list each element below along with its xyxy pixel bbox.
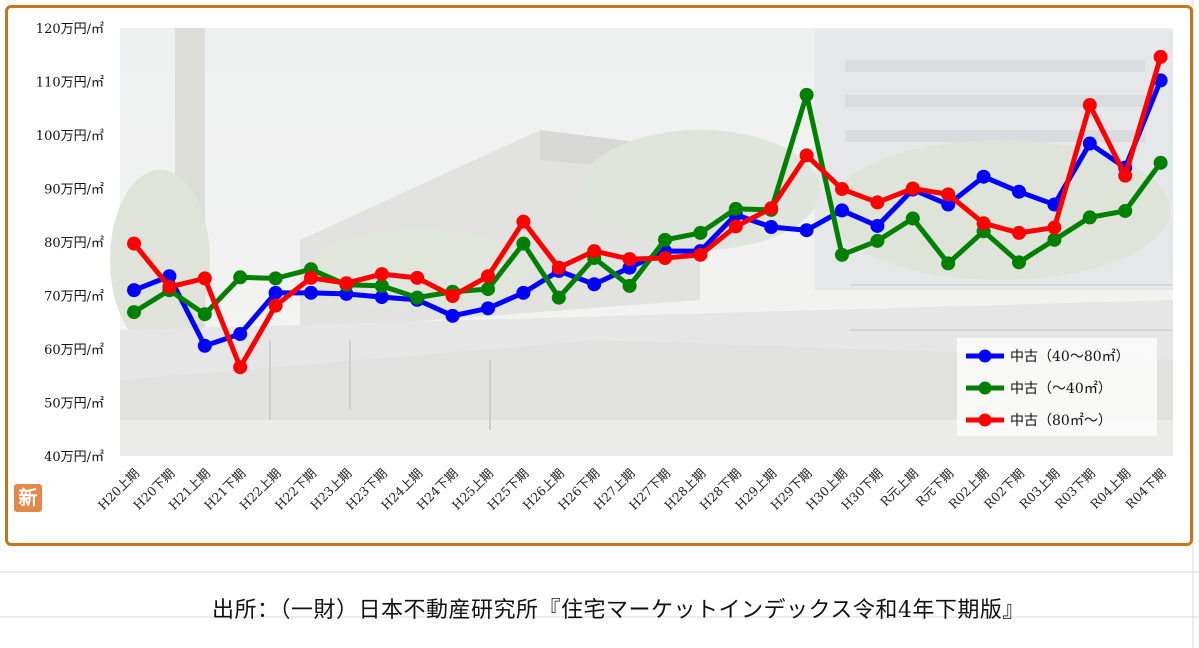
data-point [905,181,920,196]
legend-swatch-marker [978,413,992,427]
data-point [268,298,283,313]
data-point [835,182,849,197]
data-point [1012,255,1026,270]
data-point [587,277,602,292]
data-point [445,308,460,323]
data-point [374,290,389,305]
data-point [197,338,212,353]
data-point [481,282,495,297]
data-point [870,218,885,233]
data-point [374,278,389,293]
data-point [374,267,389,282]
y-tick-label: 110万円/㎡ [36,76,104,91]
data-point [693,247,708,262]
y-tick-label: 100万円/㎡ [36,129,104,144]
data-point [127,283,141,298]
data-point [410,290,425,305]
y-tick-label: 40万円/㎡ [44,450,104,465]
legend-label: 中古（80㎡～） [1010,413,1112,429]
data-point [516,214,531,229]
data-point [410,270,425,285]
data-point [658,232,672,247]
data-point [870,233,885,248]
new-badge-icon: 新 [14,484,42,512]
data-point [481,269,495,284]
y-tick-label: 70万円/㎡ [44,290,104,305]
data-point [1047,232,1062,247]
data-point [1118,203,1133,218]
data-point [764,201,779,216]
x-axis: H20上期H20下期H21上期H21下期H22上期H22下期H23上期H23下期… [95,466,1169,513]
data-point [799,223,814,238]
data-point [976,169,991,184]
data-point [1118,168,1133,183]
data-point [197,307,212,322]
data-point [905,211,920,226]
data-point [622,278,637,293]
series-layer [127,49,1168,375]
data-point [870,195,885,210]
legend-label: 中古（～40㎡） [1010,381,1112,397]
data-point [1012,184,1026,199]
data-point [622,252,637,267]
source-caption: 出所：（一財）日本不動産研究所『住宅マーケットインデックス令和4年下期版』 [212,598,1025,623]
data-point [587,244,602,259]
data-point [941,197,956,212]
legend: 中古（40～80㎡） 中古（～40㎡） 中古（80㎡～） [957,338,1157,436]
data-point [127,305,141,320]
data-point [1082,98,1097,113]
data-point [1012,225,1026,240]
data-point [445,289,460,304]
data-point [799,148,814,163]
y-tick-label: 90万円/㎡ [44,183,104,198]
legend-swatch-marker [978,349,992,363]
data-point [693,225,708,240]
data-point [233,360,248,375]
y-tick-label: 50万円/㎡ [44,397,104,412]
data-point [658,251,672,266]
data-point [1047,220,1062,235]
y-axis: 120万円/㎡ 110万円/㎡ 100万円/㎡ 90万円/㎡ 80万円/㎡ 70万円/㎡ 6… [36,22,104,465]
legend-label: 中古（40～80㎡） [1010,349,1130,365]
data-point [1082,136,1097,151]
data-point [1082,210,1097,225]
data-point [516,236,531,251]
data-point [162,279,177,294]
data-point [551,260,566,275]
data-point [127,236,141,251]
data-point [764,220,779,235]
data-point [304,285,318,300]
data-point [233,327,248,342]
data-point [728,219,743,234]
data-point [268,271,283,286]
data-point [728,201,743,216]
data-point [268,285,283,300]
data-point [976,216,991,231]
series-2 [127,49,1168,375]
data-point [197,271,212,286]
data-point [1153,155,1168,170]
data-point [941,187,956,202]
data-point [516,285,531,300]
data-point [481,301,495,316]
data-point [233,270,248,285]
data-point [339,276,354,291]
y-tick-label: 80万円/㎡ [44,236,104,251]
data-point [799,87,814,102]
legend-swatch-marker [978,381,992,395]
y-tick-label: 120万円/㎡ [36,22,104,37]
data-point [304,270,318,285]
y-tick-label: 60万円/㎡ [44,343,104,358]
data-point [835,247,849,262]
x-tick-label: R元上期 [877,466,921,510]
data-point [551,290,566,305]
data-point [941,256,956,271]
data-point [1153,49,1168,64]
data-point [835,203,849,218]
